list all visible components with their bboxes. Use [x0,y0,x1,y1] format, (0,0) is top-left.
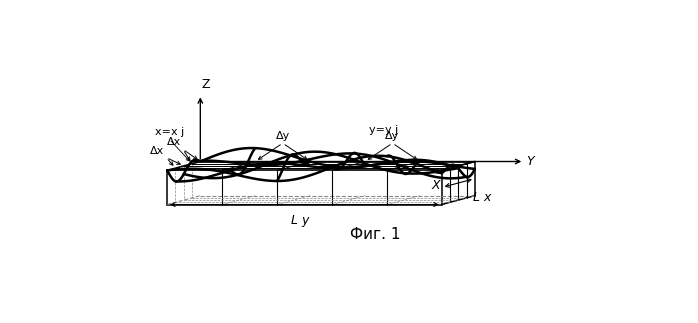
Text: L y: L y [292,214,310,227]
Text: Δx: Δx [167,137,181,147]
Text: Z: Z [202,78,210,90]
Text: Y: Y [526,155,534,168]
Text: L x: L x [473,191,492,203]
Text: Фиг. 1: Фиг. 1 [350,227,401,242]
Text: Δx: Δx [150,146,164,156]
Text: x=x j: x=x j [154,127,184,137]
Text: X: X [432,179,440,192]
Text: y=y j: y=y j [369,125,398,135]
Text: Δy: Δy [276,130,290,141]
Text: Δy: Δy [385,130,399,141]
